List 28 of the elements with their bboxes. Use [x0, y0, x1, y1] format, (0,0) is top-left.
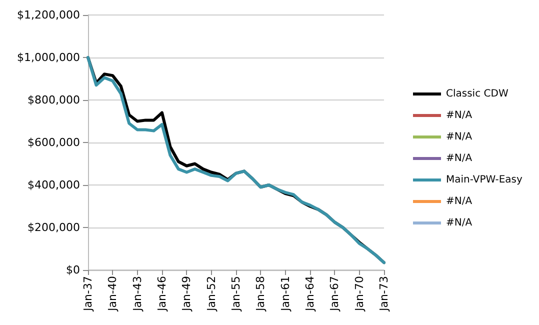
x-tick-label: Jan-70: [352, 276, 366, 312]
y-tick-label: $600,000: [28, 136, 80, 149]
y-tick-label: $800,000: [28, 94, 80, 106]
x-tick-label: Jan-40: [106, 276, 120, 312]
y-tick-label: $200,000: [28, 221, 80, 234]
x-tick-label: Jan-67: [328, 276, 342, 312]
legend-label: #N/A: [446, 153, 472, 164]
x-tick-label: Jan-49: [180, 276, 194, 312]
legend-label: Classic CDW: [446, 88, 508, 100]
x-tick-label: Jan-43: [130, 276, 144, 312]
legend-label: #N/A: [446, 110, 472, 121]
x-tick-label: Jan-58: [254, 276, 268, 312]
legend-label: #N/A: [446, 218, 472, 228]
legend-label: #N/A: [446, 196, 472, 207]
y-tick-label: $400,000: [28, 178, 80, 192]
x-tick-label: Jan-73: [378, 276, 390, 312]
y-tick-label: $0: [66, 264, 80, 276]
x-tick-label: Jan-64: [304, 276, 316, 312]
x-tick-label: Jan-61: [278, 276, 292, 312]
y-tick-label: $1,000,000: [17, 51, 80, 64]
x-tick-label: Jan-55: [230, 276, 242, 312]
x-tick-label: Jan-52: [204, 276, 218, 312]
legend-label: #N/A: [446, 132, 472, 142]
x-tick-label: Jan-46: [156, 276, 168, 312]
line-series: [86, 56, 386, 264]
y-tick-label: $1,200,000: [17, 8, 80, 22]
x-tick-label: Jan-37: [82, 276, 94, 312]
legend-label: Main-VPW-Easy: [446, 174, 523, 186]
